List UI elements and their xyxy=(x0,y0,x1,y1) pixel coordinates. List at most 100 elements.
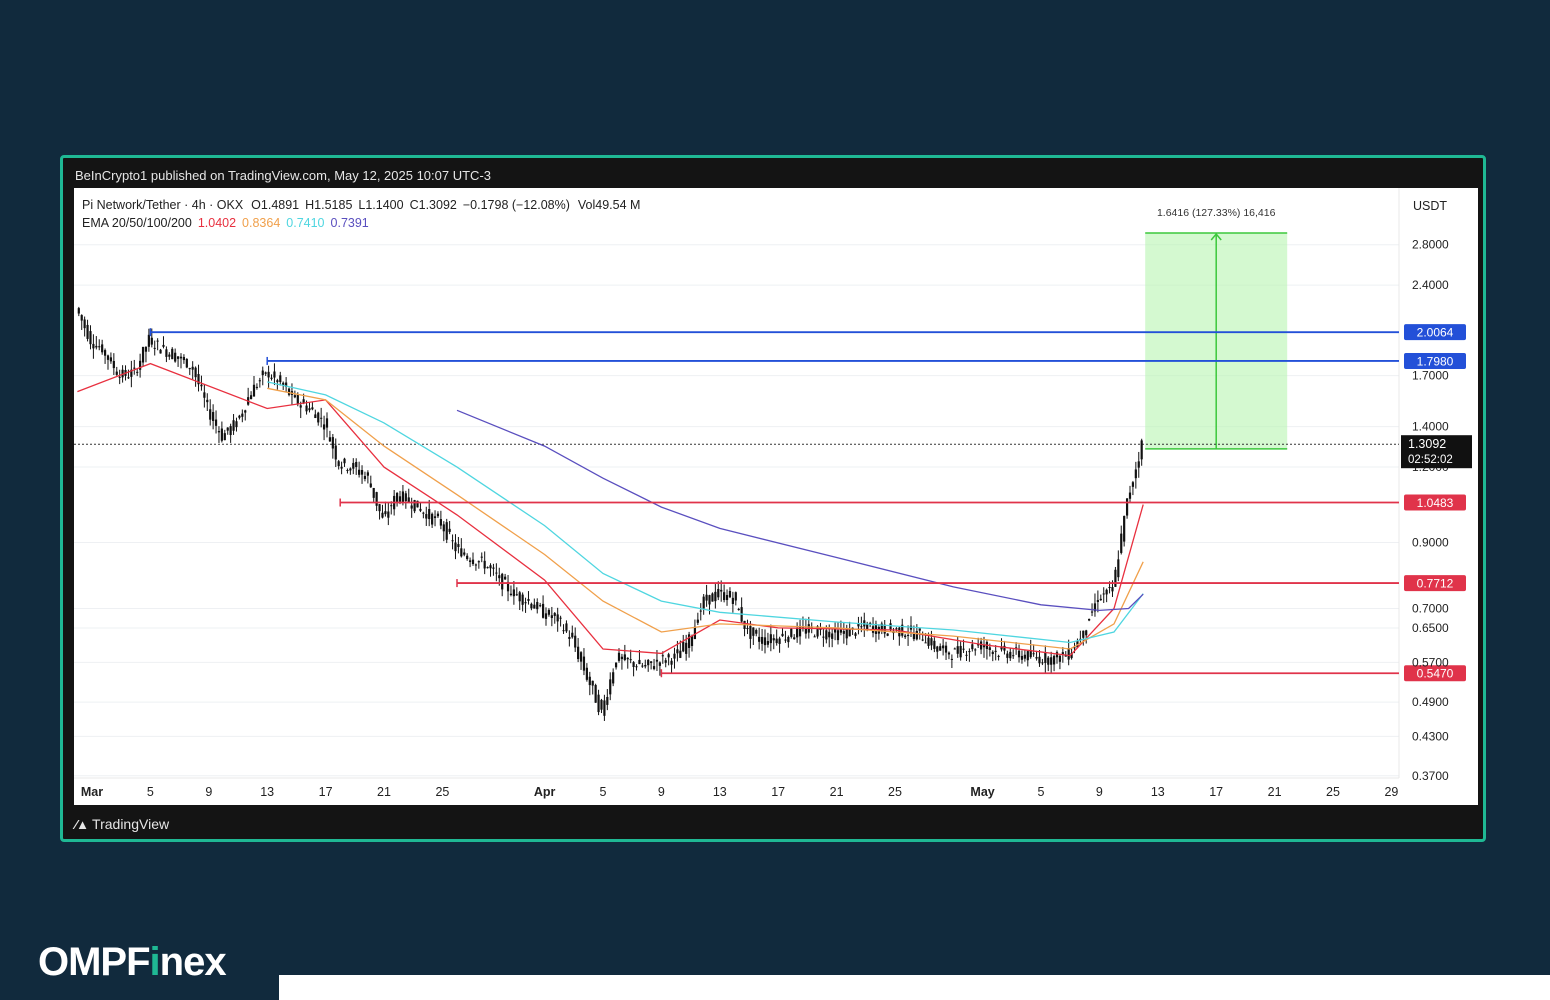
price-chart[interactable]: 1.6416 (127.33%) 16,416 2.0064 1.7980 1.048… xyxy=(74,188,1478,805)
candle-body xyxy=(959,645,962,658)
candle-body xyxy=(1061,652,1064,655)
candle-body xyxy=(249,395,253,400)
candle-body xyxy=(98,346,101,348)
candle-body xyxy=(541,603,545,618)
candle-body xyxy=(810,627,813,629)
candle-body xyxy=(720,589,723,592)
candle-body xyxy=(717,588,720,598)
candle-body xyxy=(1131,482,1135,487)
candle-body xyxy=(804,628,807,634)
candle-body xyxy=(763,637,767,646)
candle-body xyxy=(425,514,428,519)
candle-body xyxy=(699,610,702,612)
candle-body xyxy=(866,624,869,631)
ohlc-h: H1.5185 xyxy=(305,198,352,212)
candle-body xyxy=(626,657,629,660)
candle-body xyxy=(845,628,848,639)
candle-body xyxy=(206,399,209,403)
last-price-value: 1.3092 xyxy=(1408,437,1446,451)
candle-body xyxy=(977,644,980,646)
candle-body xyxy=(1082,630,1085,638)
candle-body xyxy=(1137,461,1140,468)
candle-body xyxy=(886,633,889,636)
candle-body xyxy=(857,623,860,627)
candle-body xyxy=(685,642,688,654)
candle-body xyxy=(495,572,498,574)
level-label-box xyxy=(1404,324,1466,341)
candle-body xyxy=(349,468,352,471)
candle-body xyxy=(445,522,448,540)
x-tick-label: May xyxy=(970,785,994,799)
candle-body xyxy=(1015,647,1018,649)
tradingview-logo-icon: ⁄▲ xyxy=(75,816,89,832)
y-tick-label: 2.8000 xyxy=(1412,238,1449,252)
candle-body xyxy=(311,407,314,410)
candle-body xyxy=(816,626,819,637)
candle-body xyxy=(267,371,270,378)
candle-body xyxy=(956,646,959,654)
candle-body xyxy=(448,528,451,532)
candle-body xyxy=(988,647,991,651)
candle-body xyxy=(918,628,921,631)
candle-body xyxy=(524,602,527,604)
candle-body xyxy=(1102,593,1105,595)
candle-body xyxy=(974,649,977,651)
candle-body xyxy=(775,638,778,644)
candle-body xyxy=(641,665,644,667)
level-label-box xyxy=(1404,352,1466,369)
candle-body xyxy=(664,660,667,663)
candle-body xyxy=(101,344,104,353)
candle-body xyxy=(378,504,381,512)
candle-body xyxy=(390,505,393,507)
candle-body xyxy=(836,630,840,641)
tradingview-brand: TradingView xyxy=(92,816,170,832)
candle-body xyxy=(594,685,597,703)
candle-body xyxy=(562,630,565,632)
candle-body xyxy=(381,512,384,518)
candle-body xyxy=(530,603,533,609)
candle-body xyxy=(728,590,732,598)
candle-body xyxy=(939,646,942,651)
candle-body xyxy=(168,354,171,357)
candle-body xyxy=(457,544,460,548)
candle-body xyxy=(737,608,740,611)
candle-body xyxy=(644,665,647,667)
candle-body xyxy=(77,308,80,314)
candle-body xyxy=(997,655,1000,657)
candle-body xyxy=(279,375,282,383)
chart-area[interactable]: 1.6416 (127.33%) 16,416 2.0064 1.7980 1.048… xyxy=(74,188,1478,805)
candle-body xyxy=(328,437,332,442)
candle-body xyxy=(1052,655,1056,665)
candle-body xyxy=(991,651,994,655)
candle-body xyxy=(734,592,737,601)
x-tick-label: 21 xyxy=(830,785,844,799)
candle-body xyxy=(355,461,358,468)
candle-body xyxy=(416,500,419,508)
candle-body xyxy=(769,634,772,644)
candle-body xyxy=(398,496,402,502)
candle-body xyxy=(591,680,594,686)
candle-body xyxy=(831,633,834,639)
candle-body xyxy=(343,458,346,464)
candle-body xyxy=(912,633,916,640)
level-label-box xyxy=(1404,575,1466,592)
candle-body xyxy=(395,492,399,502)
candle-body xyxy=(346,470,349,472)
candle-body xyxy=(1050,657,1053,665)
x-tick-label: 25 xyxy=(435,785,449,799)
candle-body xyxy=(842,631,845,634)
candle-body xyxy=(950,658,953,660)
candle-body xyxy=(112,360,115,369)
x-tick-label: 9 xyxy=(1096,785,1103,799)
tradingview-footer[interactable]: ⁄▲ TradingView xyxy=(75,816,169,832)
candle-body xyxy=(83,319,86,329)
candle-body xyxy=(848,629,851,637)
bottom-bar xyxy=(279,975,1550,1000)
candle-body xyxy=(696,619,699,623)
candle-body xyxy=(197,374,200,385)
candle-body xyxy=(813,636,816,638)
candle-body xyxy=(1023,654,1026,659)
candle-body xyxy=(147,334,150,347)
candle-body xyxy=(906,634,910,636)
candle-body xyxy=(1140,440,1143,460)
